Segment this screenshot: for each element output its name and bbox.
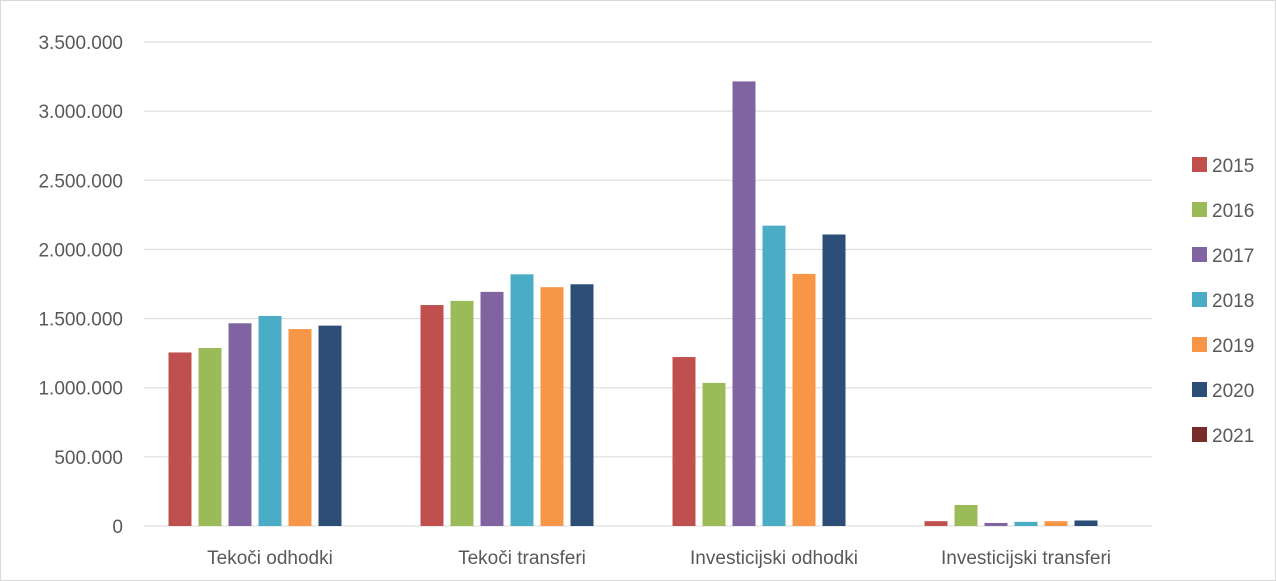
- x-category-label: Tekoči transferi: [458, 548, 586, 569]
- legend-label-2017: 2017: [1212, 246, 1254, 267]
- legend-label-2020: 2020: [1212, 381, 1254, 402]
- legend-label-2015: 2015: [1212, 156, 1254, 177]
- bar-2015: [672, 357, 696, 526]
- bar-2016: [450, 300, 474, 526]
- legend-label-2021: 2021: [1212, 426, 1254, 447]
- bar-2015: [168, 352, 192, 526]
- gridlines: [144, 41, 1152, 527]
- x-category-label: Investicijski transferi: [941, 548, 1111, 569]
- bar-2019: [792, 273, 816, 526]
- y-tick-label: 2.500.000: [38, 171, 123, 192]
- legend-label-2019: 2019: [1212, 336, 1254, 357]
- bar-2015: [924, 521, 948, 526]
- legend-swatch-2019: [1192, 337, 1207, 352]
- y-tick-label: 3.000.000: [38, 102, 123, 123]
- bar-2017: [480, 291, 504, 526]
- y-tick-label: 1.000.000: [38, 379, 123, 400]
- legend-label-2016: 2016: [1212, 201, 1254, 222]
- legend-swatch-2018: [1192, 292, 1207, 307]
- bar-2020: [570, 284, 594, 526]
- y-axis-tick-labels: 0 500.000 1.000.000 1.500.000 2.000.000 2.500…: [38, 33, 123, 538]
- x-category-label: Tekoči odhodki: [207, 548, 333, 569]
- bar-2019: [540, 287, 564, 526]
- x-category-label: Investicijski odhodki: [690, 548, 858, 569]
- y-tick-label: 3.500.000: [38, 33, 123, 54]
- bar-2016: [702, 382, 726, 526]
- legend-label-2018: 2018: [1212, 291, 1254, 312]
- bar-2017: [984, 522, 1008, 526]
- bar-2016: [198, 348, 222, 526]
- legend-swatch-2015: [1192, 157, 1207, 172]
- y-tick-label: 1.500.000: [38, 310, 123, 331]
- bar-2018: [762, 225, 786, 526]
- x-axis-category-labels: Tekoči odhodki Tekoči transferi Investicij…: [207, 548, 1111, 569]
- bar-2018: [258, 315, 282, 526]
- bar-2019: [288, 329, 312, 526]
- bar-2020: [1074, 520, 1098, 526]
- bar-2019: [1044, 521, 1068, 526]
- bars: [168, 81, 1098, 526]
- legend: 2015 2016 2017 2018 2019 2020 2021: [1192, 156, 1254, 447]
- bar-2018: [510, 274, 534, 526]
- bar-2015: [420, 305, 444, 526]
- bar-2016: [954, 504, 978, 526]
- legend-swatch-2021: [1192, 427, 1207, 442]
- legend-swatch-2020: [1192, 382, 1207, 397]
- y-tick-label: 0: [112, 517, 123, 538]
- bar-2017: [228, 323, 252, 526]
- bar-2017: [732, 81, 756, 526]
- bar-2020: [822, 234, 846, 526]
- bar-2020: [318, 325, 342, 526]
- legend-swatch-2017: [1192, 247, 1207, 262]
- bar-2018: [1014, 521, 1038, 526]
- legend-swatch-2016: [1192, 202, 1207, 217]
- y-tick-label: 500.000: [54, 448, 123, 469]
- y-tick-label: 2.000.000: [38, 240, 123, 261]
